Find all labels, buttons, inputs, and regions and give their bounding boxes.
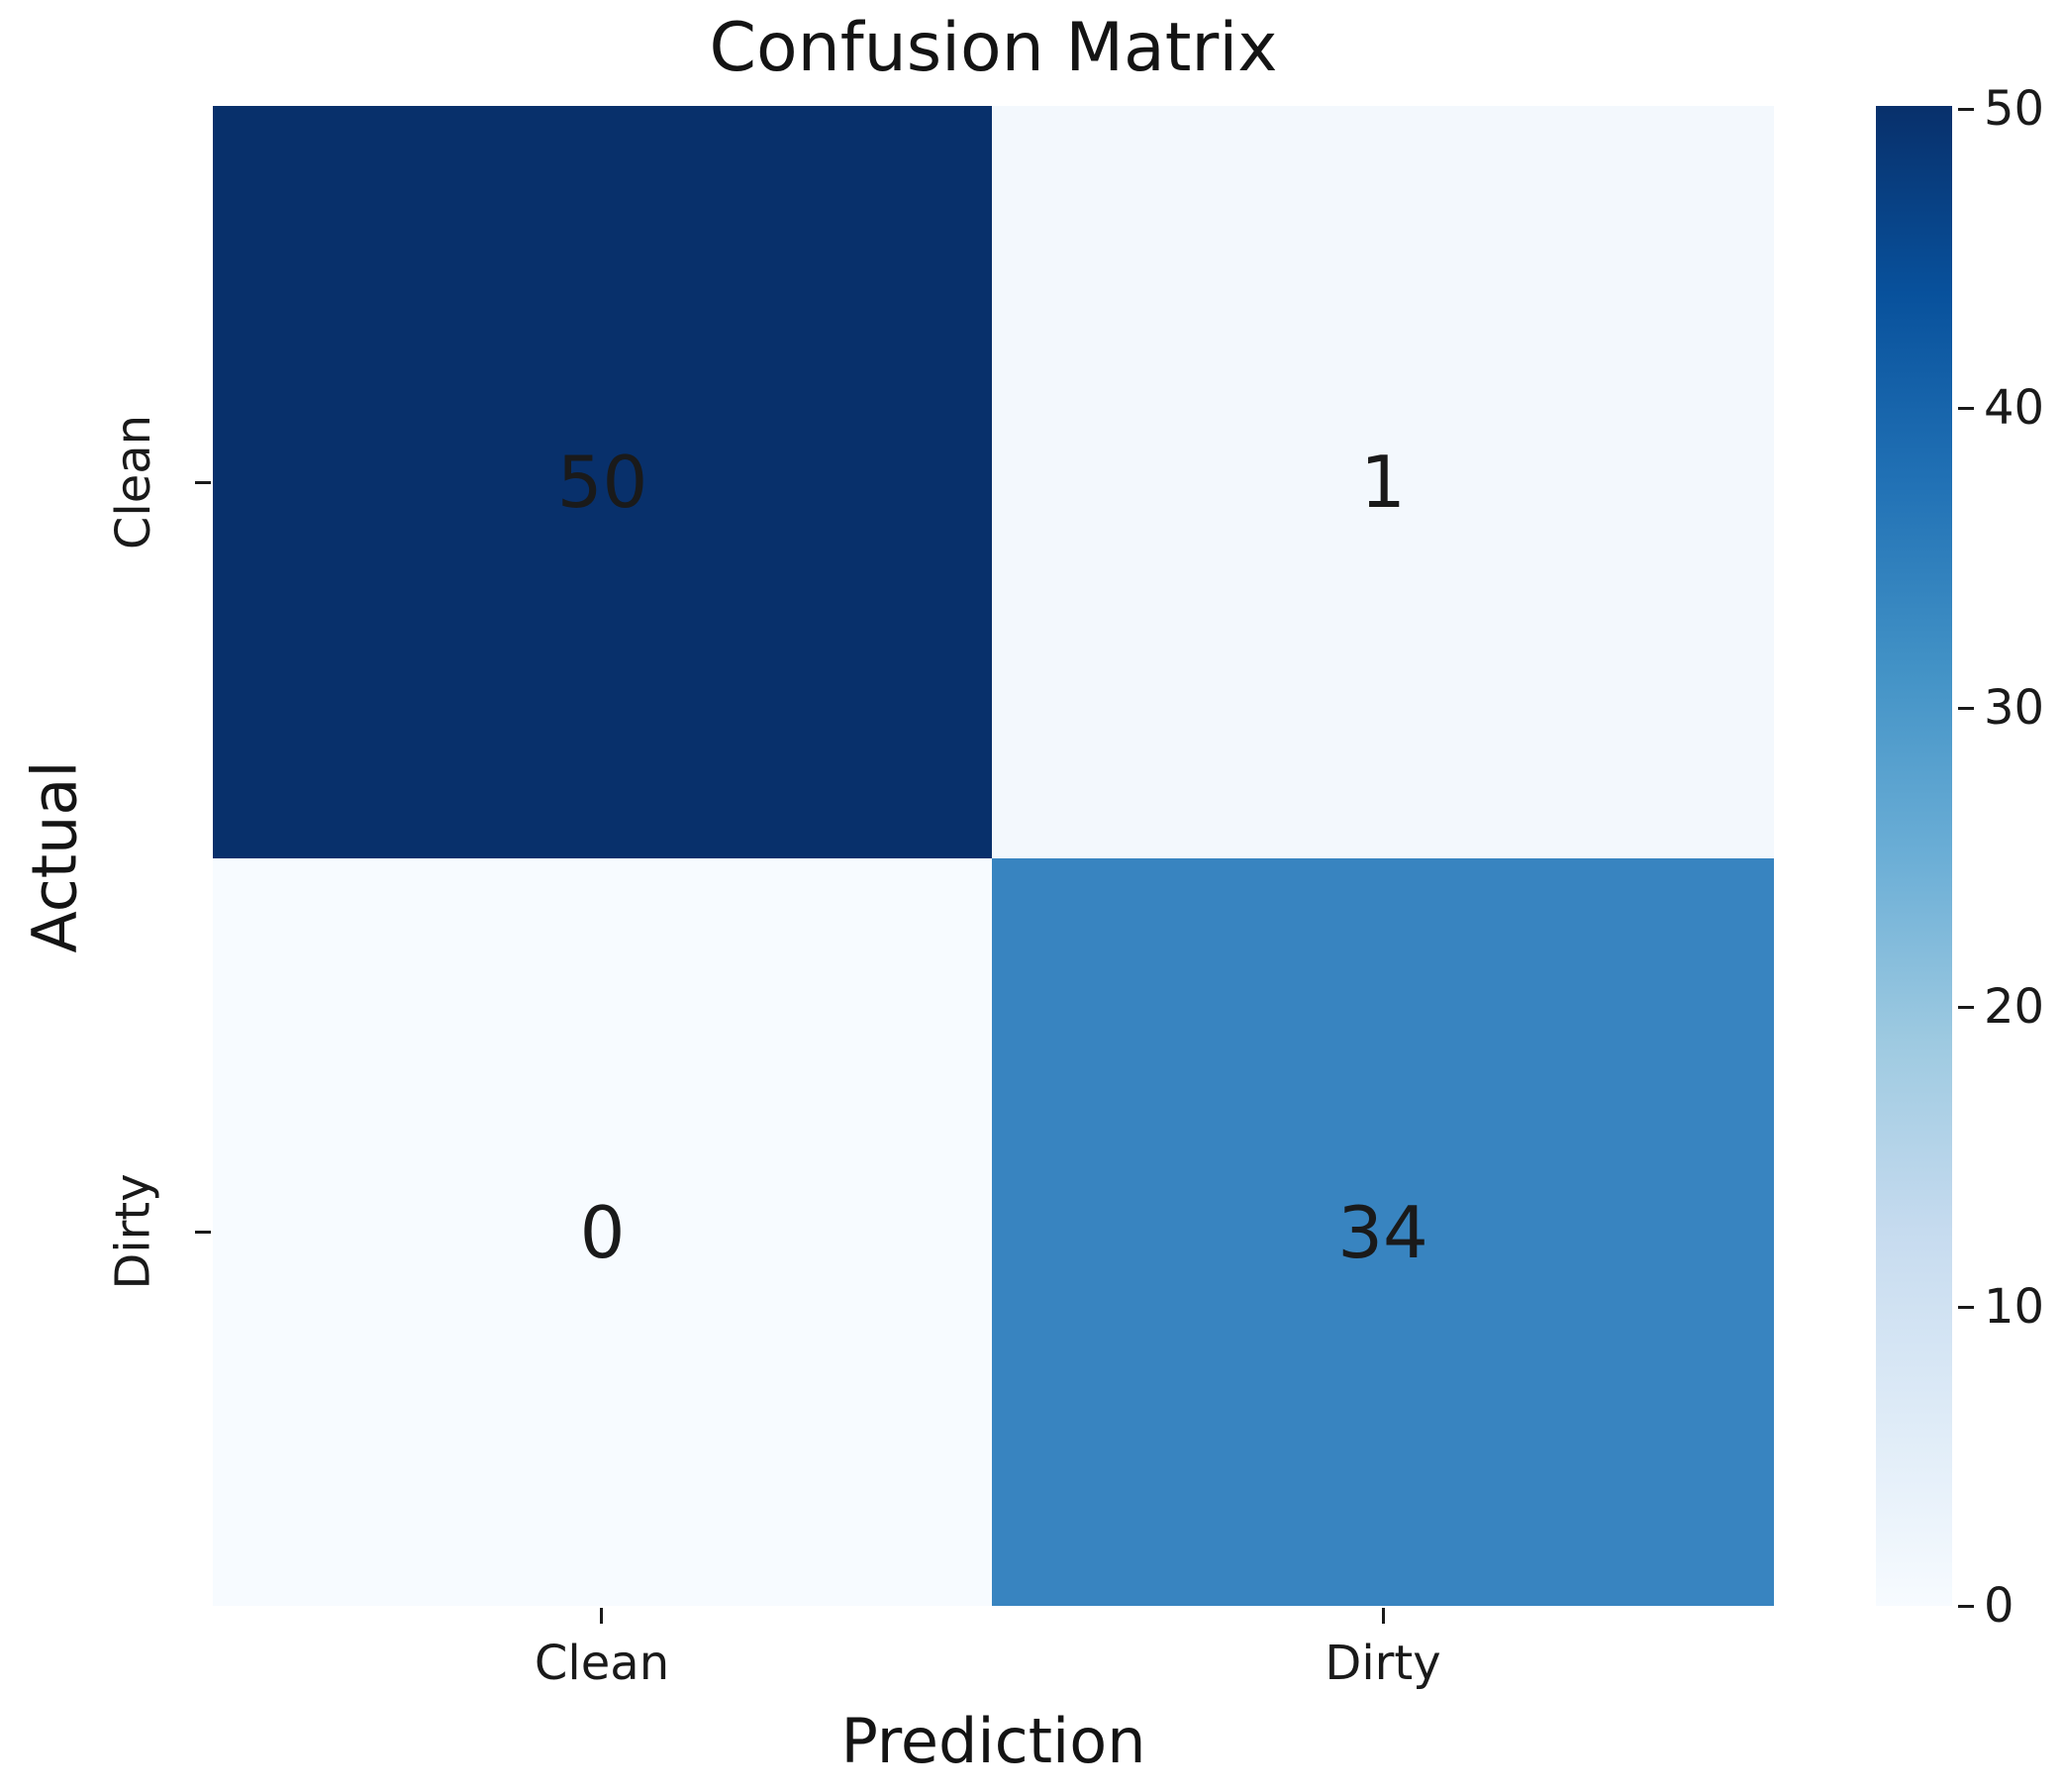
colorbar-tick-mark [1958,707,1974,710]
y-tick-mark-dirty [195,1231,211,1234]
heatmap-cell-actual-dirty-pred-clean: 0 [213,858,992,1606]
y-tick-label-clean-text: Clean [106,414,161,550]
x-tick-label-dirty: Dirty [1325,1636,1441,1691]
chart-title: Confusion Matrix [709,9,1278,87]
x-axis-label: Prediction [840,1705,1146,1777]
y-axis-label-text: Actual [18,759,91,953]
colorbar-tick-mark [1958,108,1974,111]
x-tick-mark-clean [600,1608,603,1624]
heatmap-cell-actual-dirty-pred-dirty: 34 [992,858,1774,1606]
heatmap-cell-actual-clean-pred-clean: 50 [213,106,992,858]
heatmap-grid: 50 1 0 34 [213,106,1774,1606]
y-tick-mark-clean [195,481,211,484]
colorbar-tick-mark [1958,1605,1974,1608]
colorbar-tick-mark [1958,407,1974,410]
x-tick-mark-dirty [1382,1608,1385,1624]
y-tick-label-dirty-text: Dirty [106,1173,162,1290]
x-tick-label-clean: Clean [534,1636,670,1691]
colorbar-gradient [1876,106,1952,1606]
heatmap-cell-actual-clean-pred-dirty: 1 [992,106,1774,858]
colorbar-tick-mark [1958,1006,1974,1009]
colorbar-tick-mark [1958,1306,1974,1309]
